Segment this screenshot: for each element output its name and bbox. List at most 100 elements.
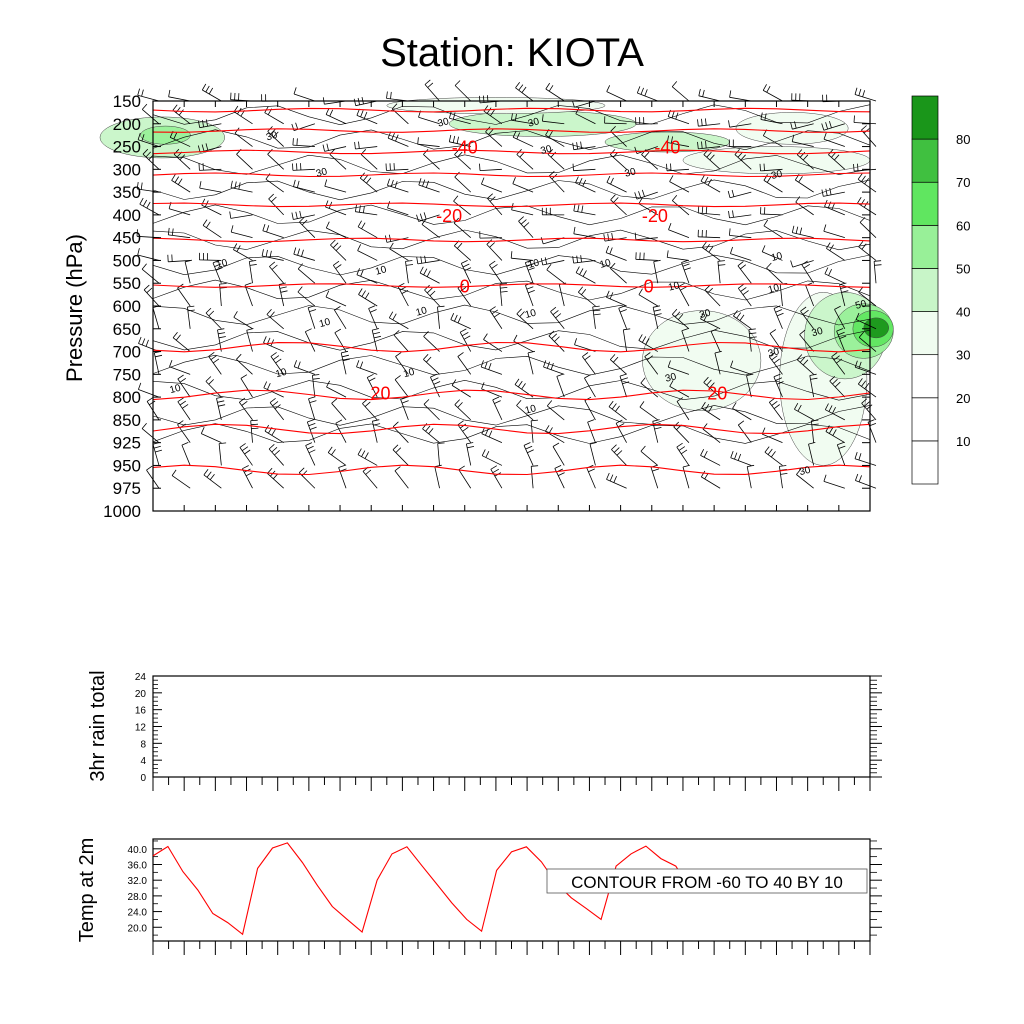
wind-barb-flag [362,175,369,181]
wind-barb [266,314,284,330]
wind-barb-flag [359,205,361,213]
wind-barb-flag [137,248,140,256]
wind-barb [490,469,503,489]
wind-barb-flag [858,331,865,338]
wind-barb-flag [829,376,836,382]
wind-barb-flag [481,382,485,390]
wind-barb [499,284,503,307]
wind-barb-flag [853,115,855,123]
wind-barb [836,444,846,466]
wind-barb [606,182,627,193]
wind-barb [762,251,783,261]
wind-barb-flag [141,134,145,142]
wind-barb-flag [490,465,498,470]
wind-barb-flag [747,464,755,467]
wind-barb-flag [466,442,474,445]
wind-barb-flag [732,402,737,409]
wind-barb-flag [680,449,688,455]
wind-barb-flag [652,468,660,472]
wind-barb [764,451,783,466]
wind-barb [737,265,752,284]
temperature-isotherm [152,464,871,476]
wind-barb [530,466,534,489]
wind-barb-flag [245,472,253,477]
wind-barb-flag [717,260,725,262]
wind-barb [823,481,845,489]
wind-barb-flag [267,383,271,390]
wind-barb [861,129,877,147]
humidity-contours [152,104,871,444]
temperature-isotherm [152,107,871,113]
wind-barb-flag [423,354,429,360]
wind-barb-flag [700,470,706,478]
wind-barb-flag [481,177,485,185]
wind-barb-flag [730,450,734,458]
wind-barb-flag [212,358,220,364]
wind-barb [525,285,534,307]
wind-barb-flag [644,151,650,158]
wind-barb-flag [540,237,544,245]
wind-barb-flag [148,400,156,406]
wind-barb [546,269,565,284]
humidity-contour [152,354,871,376]
wind-barb-flag [653,305,660,308]
wind-barb-flag [520,219,527,225]
wind-barb-flag [187,305,195,308]
wind-barb [305,445,316,466]
wind-barb-flag [576,142,578,150]
wind-barb-flag [484,361,488,369]
wind-barb [606,479,627,489]
wind-barb [422,428,440,443]
humidity-contour-label: 10 [527,257,541,271]
pressure-tick-label: 1000 [103,502,141,521]
wind-barb-flag [426,287,433,294]
wind-barb [308,398,316,421]
wind-barb-flag [518,216,524,222]
humidity-contour-label: 30 [539,143,553,157]
wind-barb [855,480,877,489]
wind-barb-flag [187,309,195,312]
wind-barb-flag [297,286,303,293]
wind-barb [355,211,378,216]
wind-barb-flag [240,374,248,379]
wind-barb [216,398,222,420]
wind-barb-flag [701,241,707,248]
temperature-contour-label: -20 [436,206,462,226]
colorbar-label: 10 [956,434,970,449]
wind-barb [397,286,409,307]
wind-barb-flag [862,90,866,98]
wind-barb-flag [832,378,838,385]
wind-barb-flag [771,355,778,361]
wind-barb-flag [269,311,275,318]
wind-barb-flag [370,309,377,313]
wind-barb [327,452,347,466]
wind-barb-flag [515,81,521,89]
wind-barb [139,203,160,216]
wind-barb [264,112,284,125]
wind-barb [760,213,783,216]
wind-barb-flag [669,380,674,387]
wind-barb [792,123,814,130]
wind-barb-flag [208,351,215,357]
wind-barb-flag [676,397,684,402]
wind-barb-flag [485,451,490,458]
pressure-tick-label: 750 [113,365,141,384]
wind-barb-flag [251,427,259,430]
wind-barb-flag [584,396,592,401]
wind-barb-flag [357,448,362,455]
wind-barb-flag [739,314,745,321]
wind-barb-flag [576,255,578,263]
wind-barb-flag [516,308,522,315]
wind-barb-flag [833,355,840,361]
wind-barb-flag [584,355,591,361]
wind-barb-flag [212,259,220,264]
wind-barb-flag [272,401,279,407]
wind-barb-flag [356,360,360,368]
wind-barb-flag [706,151,712,158]
wind-barb [676,401,690,421]
wind-barb [264,430,284,444]
wind-barb [858,246,877,261]
wind-barb-flag [205,85,210,93]
wind-barb-flag [178,109,184,116]
wind-barb [652,307,659,329]
